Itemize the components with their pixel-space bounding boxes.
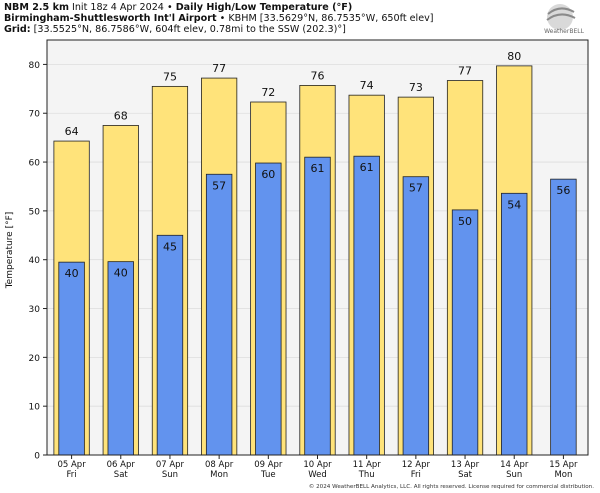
header-line-3: Grid: [33.5525°N, 86.7586°W, 604ft elev,…: [4, 24, 346, 35]
x-tick-date-label: 13 Apr: [451, 460, 480, 470]
station-info: KBHM [33.5629°N, 86.7535°W, 650ft elev]: [228, 13, 434, 24]
low-temp-label: 54: [507, 198, 521, 211]
x-tick-day-label: Wed: [308, 470, 327, 480]
weatherbell-logo: WeatherBELL: [544, 4, 585, 35]
y-tick-label: 70: [29, 110, 41, 120]
y-axis-ticks: 0 10 20 30 40 50 60 70 80: [29, 61, 47, 462]
header-line-2: Birmingham-Shuttlesworth Int'l Airport •…: [4, 13, 434, 24]
high-temp-label: 64: [65, 125, 79, 138]
x-tick-date-label: 10 Apr: [303, 460, 332, 470]
low-temp-bar: [304, 156, 331, 456]
x-tick-day-label: Sat: [114, 470, 129, 480]
bars: 64 40 68 40 75 45 77 57 72 60 76 61 74 61 73 57 77 50 80 54…: [53, 50, 577, 456]
x-tick-day-label: Fri: [411, 470, 421, 480]
copyright-notice: © 2024 WeatherBELL Analytics, LLC. All r…: [308, 484, 594, 490]
x-tick-date-label: 06 Apr: [107, 460, 136, 470]
low-temp-label: 56: [556, 184, 570, 197]
x-tick-date-label: 08 Apr: [205, 460, 234, 470]
x-tick-date-label: 05 Apr: [57, 460, 86, 470]
high-temp-label: 76: [311, 69, 325, 82]
low-temp-label: 61: [360, 161, 374, 174]
grid-label: Grid:: [4, 24, 31, 35]
y-tick-label: 10: [29, 403, 41, 413]
x-tick-date-label: 12 Apr: [402, 460, 431, 470]
low-temp-label: 60: [261, 168, 275, 181]
separator-bullet: •: [166, 2, 173, 13]
x-tick-day-label: Sat: [458, 470, 473, 480]
high-temp-label: 80: [507, 50, 521, 63]
low-temp-label: 57: [409, 182, 423, 195]
x-tick-day-label: Fri: [67, 470, 77, 480]
high-temp-label: 73: [409, 81, 423, 94]
low-temp-bar: [107, 261, 134, 456]
header-line-1: NBM 2.5 km Init 18z 4 Apr 2024 • Daily H…: [4, 2, 352, 13]
grid-info: [33.5525°N, 86.7586°W, 604ft elev, 0.78m…: [33, 24, 346, 35]
x-tick-date-label: 15 Apr: [549, 460, 578, 470]
high-temp-label: 72: [261, 86, 275, 99]
x-tick-date-label: 09 Apr: [254, 460, 283, 470]
y-tick-label: 30: [29, 305, 41, 315]
low-temp-bar: [58, 261, 85, 456]
high-temp-label: 74: [360, 79, 374, 92]
x-tick-day-label: Sun: [506, 470, 522, 480]
low-temp-bar: [550, 178, 577, 456]
low-temp-bar: [501, 192, 528, 456]
high-temp-label: 77: [212, 62, 226, 75]
y-tick-label: 80: [29, 61, 41, 71]
model-name: NBM 2.5 km: [4, 2, 69, 13]
x-tick-day-label: Mon: [210, 470, 228, 480]
low-temp-label: 40: [65, 267, 79, 280]
x-tick-day-label: Thu: [358, 470, 375, 480]
y-tick-label: 20: [29, 354, 41, 364]
y-tick-label: 50: [29, 207, 41, 217]
low-temp-label: 57: [212, 179, 226, 192]
y-tick-label: 60: [29, 159, 41, 169]
x-tick-date-label: 07 Apr: [156, 460, 185, 470]
low-temp-bar: [255, 162, 282, 456]
high-temp-label: 77: [458, 65, 472, 78]
chart-title: Daily High/Low Temperature (°F): [175, 2, 353, 13]
low-temp-bar: [451, 209, 479, 456]
y-tick-label: 40: [29, 256, 41, 266]
y-tick-label: 0: [34, 452, 40, 462]
low-temp-label: 45: [163, 240, 177, 253]
init-time: Init 18z 4 Apr 2024: [72, 2, 164, 13]
low-temp-bar: [156, 234, 184, 456]
low-temp-bar: [402, 176, 430, 456]
low-temp-bar: [205, 173, 233, 456]
x-tick-day-label: Sun: [162, 470, 178, 480]
plot-frame: [46, 39, 589, 456]
high-temp-label: 75: [163, 70, 177, 83]
x-tick-day-label: Mon: [554, 470, 572, 480]
station-name: Birmingham-Shuttlesworth Int'l Airport: [4, 13, 217, 24]
low-temp-bar: [353, 155, 380, 456]
logo-text: WeatherBELL: [544, 28, 585, 35]
x-tick-date-label: 14 Apr: [500, 460, 529, 470]
low-temp-label: 61: [311, 162, 325, 175]
separator-bullet: •: [219, 13, 226, 24]
high-temp-label: 68: [114, 109, 128, 122]
low-temp-label: 50: [458, 215, 472, 228]
x-tick-day-label: Tue: [260, 470, 276, 480]
x-tick-date-label: 11 Apr: [353, 460, 382, 470]
low-temp-label: 40: [114, 267, 128, 280]
